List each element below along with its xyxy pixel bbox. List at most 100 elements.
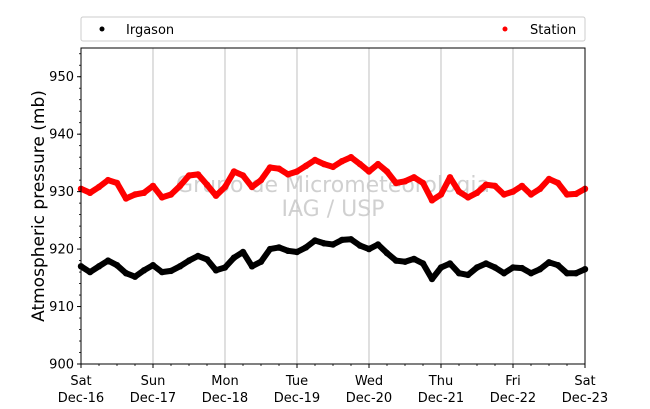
data-point-irgason bbox=[347, 236, 355, 243]
x-tick-label-date: Dec-17 bbox=[130, 391, 176, 406]
data-point-station bbox=[266, 164, 274, 171]
data-point-irgason bbox=[356, 242, 364, 249]
data-point-station bbox=[275, 165, 283, 172]
data-point-station bbox=[131, 191, 139, 198]
data-point-station bbox=[500, 191, 508, 198]
data-point-irgason bbox=[365, 245, 373, 253]
data-point-station bbox=[248, 183, 256, 191]
x-tick-label-date: Dec-21 bbox=[418, 391, 464, 406]
data-point-irgason bbox=[374, 241, 382, 248]
data-point-station bbox=[284, 171, 292, 178]
data-point-irgason bbox=[221, 264, 229, 271]
data-point-irgason bbox=[455, 270, 463, 277]
data-point-station bbox=[140, 189, 148, 196]
data-point-station bbox=[95, 183, 103, 191]
data-point-irgason bbox=[293, 248, 301, 256]
series-layer bbox=[77, 154, 589, 283]
legend: Irgason Station bbox=[80, 16, 586, 42]
data-point-station bbox=[86, 189, 94, 196]
data-point-irgason bbox=[509, 264, 517, 271]
series-irgason bbox=[77, 236, 589, 283]
data-point-irgason bbox=[203, 256, 211, 263]
data-point-irgason bbox=[491, 264, 499, 271]
data-point-station bbox=[203, 181, 211, 188]
data-point-station bbox=[446, 174, 454, 181]
y-tick-label: 920 bbox=[49, 243, 74, 258]
data-point-irgason bbox=[95, 263, 103, 270]
data-point-station bbox=[356, 160, 364, 168]
data-point-irgason bbox=[554, 262, 562, 269]
data-point-irgason bbox=[428, 275, 436, 283]
data-point-station bbox=[212, 192, 220, 199]
x-tick-label-day: Sat bbox=[70, 374, 91, 389]
data-point-irgason bbox=[419, 260, 427, 267]
data-point-irgason bbox=[464, 271, 472, 279]
data-point-station bbox=[527, 191, 535, 198]
data-point-irgason bbox=[527, 270, 535, 277]
data-point-station bbox=[401, 178, 409, 185]
x-tick-label-day: Wed bbox=[355, 374, 383, 389]
data-point-irgason bbox=[320, 240, 328, 247]
data-point-irgason bbox=[212, 267, 220, 274]
data-point-irgason bbox=[572, 270, 580, 277]
data-point-irgason bbox=[266, 245, 274, 253]
legend-label-irgason: Irgason bbox=[126, 23, 174, 38]
data-point-irgason bbox=[284, 247, 292, 254]
data-point-irgason bbox=[113, 262, 121, 269]
y-tick-label: 910 bbox=[49, 300, 74, 315]
data-point-station bbox=[536, 185, 544, 192]
data-point-irgason bbox=[401, 258, 409, 265]
legend-label-station: Station bbox=[530, 23, 576, 38]
data-point-irgason bbox=[230, 254, 238, 261]
data-point-station bbox=[320, 160, 328, 168]
series-station bbox=[77, 154, 589, 204]
data-point-station bbox=[167, 191, 175, 198]
data-point-station bbox=[572, 190, 580, 198]
x-tick-label-date: Dec-18 bbox=[202, 391, 248, 406]
data-point-station bbox=[104, 176, 112, 184]
data-point-station bbox=[230, 168, 238, 175]
x-tick-label-day: Thu bbox=[428, 374, 453, 389]
data-point-irgason bbox=[104, 257, 112, 264]
data-point-irgason bbox=[473, 264, 481, 271]
data-point-station bbox=[563, 191, 571, 198]
data-point-irgason bbox=[437, 264, 445, 271]
y-tick-label: 900 bbox=[49, 358, 74, 373]
data-point-irgason bbox=[536, 266, 544, 273]
legend-box bbox=[80, 16, 586, 42]
data-point-station bbox=[491, 182, 499, 190]
data-point-station bbox=[455, 188, 463, 195]
data-point-irgason bbox=[122, 270, 130, 277]
data-point-station bbox=[185, 172, 193, 179]
data-point-irgason bbox=[446, 260, 454, 267]
data-point-station bbox=[554, 179, 562, 187]
data-point-station bbox=[338, 158, 346, 165]
watermark-line-2: IAG / USP bbox=[282, 197, 385, 222]
data-point-station bbox=[239, 172, 247, 179]
data-point-station bbox=[392, 179, 400, 187]
data-point-irgason bbox=[149, 262, 157, 269]
data-point-irgason bbox=[311, 237, 319, 244]
data-point-irgason bbox=[563, 270, 571, 277]
x-tick-label-day: Mon bbox=[211, 374, 238, 389]
data-point-station bbox=[428, 197, 436, 204]
data-point-station bbox=[221, 183, 229, 191]
data-point-irgason bbox=[167, 267, 175, 275]
legend-marker-station bbox=[502, 26, 508, 32]
data-point-irgason bbox=[302, 244, 310, 251]
data-point-station bbox=[311, 156, 319, 164]
data-point-station bbox=[113, 179, 121, 187]
x-tick-label-date: Dec-16 bbox=[58, 391, 104, 406]
y-tick-label: 930 bbox=[49, 185, 74, 200]
data-point-station bbox=[158, 194, 166, 201]
data-point-station bbox=[482, 181, 490, 188]
x-tick-label-date: Dec-20 bbox=[346, 391, 392, 406]
gridlines bbox=[152, 48, 514, 364]
y-axis: 900 910 920 930 940 950 bbox=[49, 53, 81, 373]
data-point-irgason bbox=[194, 252, 202, 260]
x-tick-label-date: Dec-19 bbox=[274, 391, 320, 406]
data-point-irgason bbox=[338, 236, 346, 244]
data-point-station bbox=[149, 182, 157, 190]
data-point-station bbox=[329, 163, 337, 171]
